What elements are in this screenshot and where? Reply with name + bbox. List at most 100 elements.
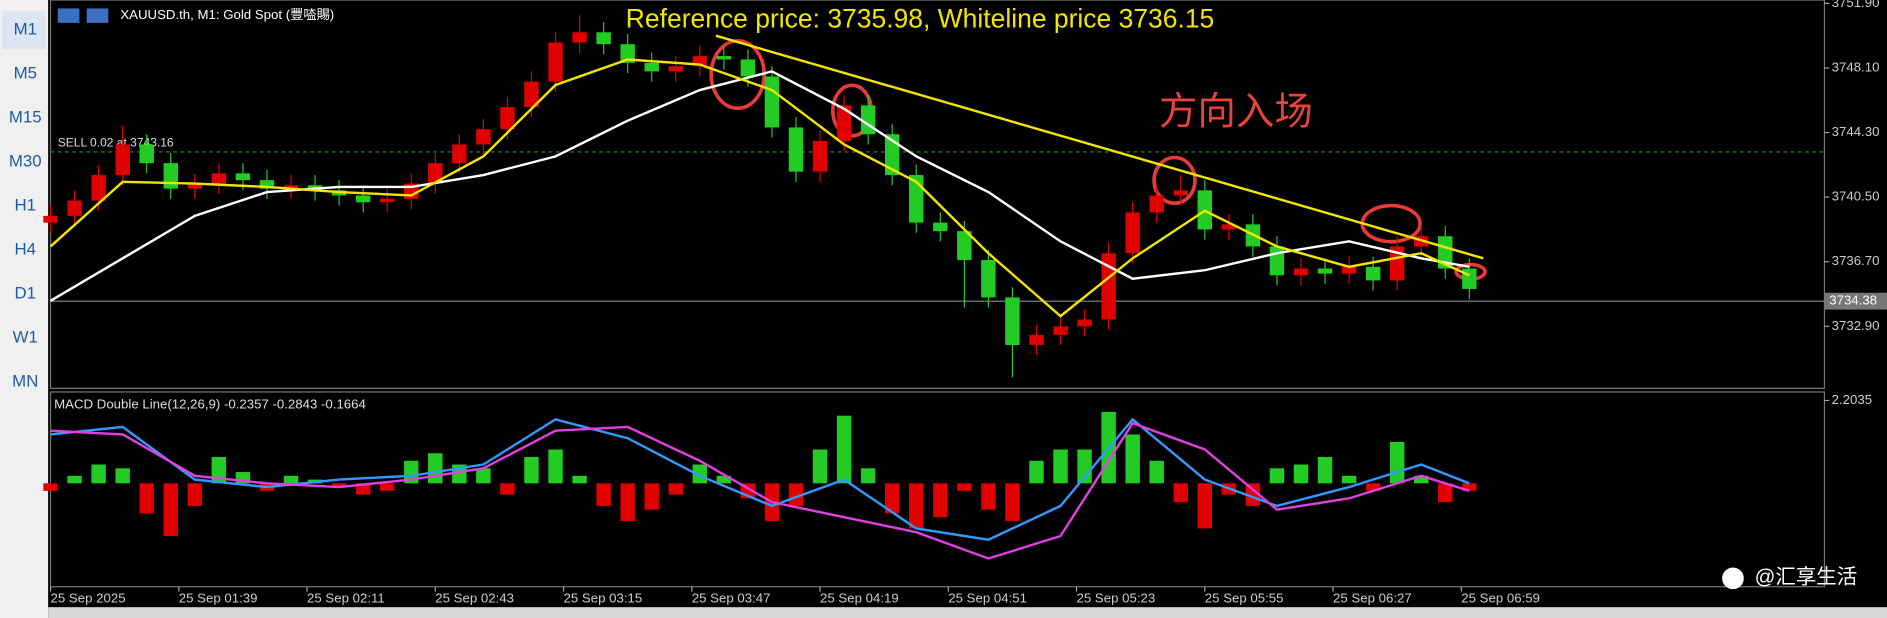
highlight-circle (1152, 155, 1197, 205)
candle-body (548, 42, 563, 82)
candle-body (500, 107, 515, 130)
candle-body (1462, 268, 1477, 289)
timeframe-button[interactable]: M15 (9, 108, 42, 127)
histogram-bar (163, 483, 178, 536)
timeframe-button[interactable]: MN (12, 372, 38, 391)
candle-body (692, 56, 708, 67)
histogram-bar (1365, 483, 1381, 491)
candle-body (283, 185, 299, 189)
histogram-bar (812, 449, 828, 484)
histogram-bar (548, 449, 563, 484)
y-tick-label: 3732.90 (1832, 318, 1880, 333)
annotation: 方向入场 (1159, 90, 1313, 133)
candle-body (596, 32, 611, 45)
histogram-bar (500, 483, 515, 495)
x-tick-label: 25 Sep 03:47 (692, 590, 771, 605)
x-tick-label: 25 Sep 04:19 (820, 590, 899, 605)
histogram-bar (1125, 434, 1140, 484)
candle-body (1365, 266, 1381, 281)
candle-body (1389, 246, 1405, 281)
candle-body (163, 163, 178, 189)
histogram-bar (1245, 483, 1261, 506)
candle-body (812, 141, 828, 172)
timeframe-button[interactable]: M30 (9, 152, 42, 171)
histogram-bar (1462, 483, 1477, 491)
histogram-bar (524, 457, 539, 484)
candle-body (716, 56, 732, 60)
x-tick-label: 25 Sep 04:51 (948, 590, 1027, 605)
indicator-line (49, 70, 1470, 302)
timeframe-button[interactable]: H1 (15, 196, 37, 215)
histogram-bar (379, 483, 395, 491)
candle-body (91, 175, 106, 201)
histogram-bar (620, 483, 635, 521)
histogram-bar (1173, 483, 1188, 503)
candle-body (1029, 334, 1044, 346)
candle-body (740, 59, 756, 77)
timeframe-button[interactable]: W1 (13, 328, 38, 347)
histogram-bar (1197, 483, 1213, 529)
histogram-bar (572, 475, 587, 484)
timeframe-panel (0, 0, 49, 618)
candle-body (452, 144, 467, 164)
histogram-bar (283, 475, 299, 484)
timeframe-button[interactable]: H4 (15, 240, 37, 259)
candle-body (211, 173, 227, 184)
histogram-bar (933, 483, 948, 518)
histogram-bar (355, 483, 371, 495)
histogram-bar (404, 460, 419, 484)
histogram-bar (187, 483, 203, 506)
histogram-bar (115, 468, 130, 484)
timeframe-button[interactable]: M5 (14, 64, 37, 83)
bottom-bar (48, 607, 1887, 618)
candle-body (115, 144, 130, 176)
histogram-bar (331, 483, 347, 488)
candle-body (572, 32, 587, 43)
histogram-bar (716, 475, 732, 484)
trend-line (715, 34, 1484, 260)
symbol-label: XAUUSD.th, M1: Gold Spot (豐㗐賜) (120, 7, 334, 22)
candle-body (67, 200, 82, 216)
x-tick-label: 25 Sep 02:43 (435, 590, 514, 605)
candle-body (1149, 195, 1164, 213)
histogram-bar (836, 415, 852, 484)
histogram-bar (476, 468, 491, 484)
candle-body (476, 129, 491, 145)
candle-body (644, 62, 659, 72)
candle-body (957, 231, 972, 261)
histogram-bar (139, 483, 154, 514)
candle-body (187, 183, 203, 189)
x-tick-label: 25 Sep 06:59 (1461, 590, 1540, 605)
candle-body (933, 222, 948, 232)
indicator-line (49, 58, 1470, 318)
candle-body (1438, 236, 1453, 269)
x-tick-label: 25 Sep 05:55 (1205, 590, 1284, 605)
bid-box (1824, 292, 1887, 310)
x-tick-label: 25 Sep 2025 (51, 590, 126, 605)
histogram-bar (1149, 460, 1164, 484)
histogram-bar (1341, 475, 1357, 484)
candle-body (379, 198, 395, 203)
candle-body (524, 81, 539, 108)
candle-body (1101, 253, 1116, 320)
candle-body (884, 134, 900, 176)
histogram-bar (981, 483, 996, 510)
x-tick-label: 25 Sep 03:15 (564, 590, 643, 605)
candle-body (235, 173, 251, 181)
histogram-bar (235, 472, 251, 484)
histogram-bar (644, 483, 659, 510)
histogram-bar (1269, 468, 1285, 484)
timeframe-button[interactable]: D1 (15, 284, 37, 303)
chart-title: Reference price: 3735.98, Whiteline pric… (626, 3, 1214, 33)
candle-body (259, 180, 275, 189)
histogram-bar (1005, 483, 1020, 521)
candle-body (1341, 266, 1357, 274)
timeframe-button[interactable]: M1 (14, 20, 37, 39)
candle-body (836, 105, 852, 142)
active-timeframe (2, 10, 46, 50)
x-tick-label: 25 Sep 06:27 (1333, 590, 1412, 605)
histogram-bar (668, 483, 683, 495)
histogram-bar (1438, 483, 1453, 503)
candle-body (1221, 224, 1237, 230)
